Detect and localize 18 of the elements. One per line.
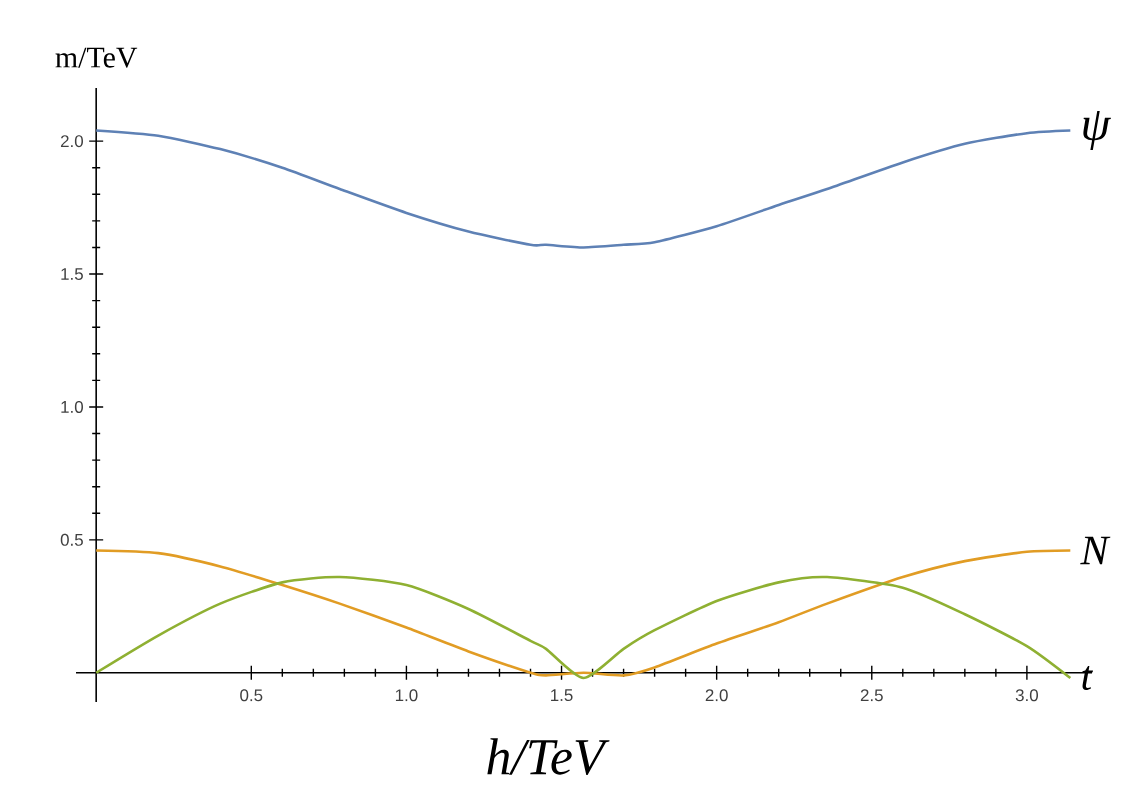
- y-axis-title: m/TeV: [55, 47, 138, 68]
- x-tick-label: 3.0: [1015, 689, 1039, 702]
- y-tick-label: 1.5: [61, 268, 83, 280]
- x-tick-label: 2.5: [860, 689, 883, 702]
- line-series: [94, 575, 1072, 680]
- x-tick-label: 1.5: [551, 689, 573, 702]
- x-tick-label: 1.0: [395, 689, 418, 702]
- x-tick-label: 2.0: [705, 689, 728, 702]
- y-tick-label: 0.5: [60, 533, 83, 546]
- series-label: t: [1082, 666, 1093, 691]
- line-series: [94, 129, 1072, 249]
- x-tick-label: 0.5: [240, 689, 263, 702]
- y-tick-label: 1.0: [61, 400, 83, 413]
- x-axis-title: h/TeV: [487, 738, 610, 775]
- series-label: ψ: [1083, 111, 1111, 150]
- series-label: N: [1080, 536, 1111, 565]
- y-tick-label: 2.0: [60, 135, 83, 148]
- line-series: [94, 549, 1072, 677]
